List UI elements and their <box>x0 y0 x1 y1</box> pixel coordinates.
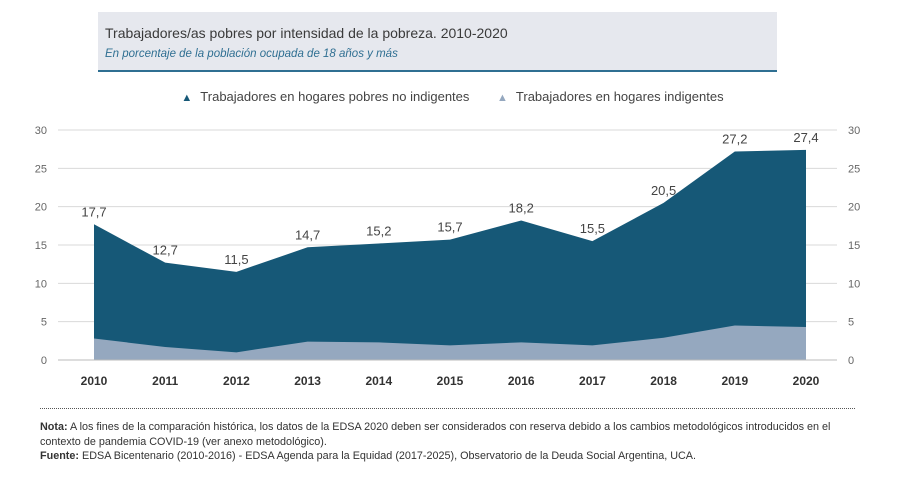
data-label: 12,7 <box>153 243 178 258</box>
source-text: EDSA Bicentenario (2010-2016) - EDSA Age… <box>79 450 696 462</box>
note-paragraph: Nota: A los fines de la comparación hist… <box>40 420 865 449</box>
x-tick-label: 2016 <box>508 374 535 388</box>
area-series-pobres-no-indigentes <box>94 149 806 360</box>
chart-subtitle: En porcentaje de la población ocupada de… <box>105 48 398 60</box>
legend-marker-series-1-icon: ▲ <box>181 92 193 104</box>
chart-title-box: Trabajadores/as pobres por intensidad de… <box>98 12 777 72</box>
y-tick-label-left: 25 <box>35 163 47 175</box>
legend-marker-series-2-icon: ▲ <box>497 92 508 104</box>
x-tick-label: 2019 <box>721 374 748 388</box>
x-tick-label: 2014 <box>365 374 392 388</box>
chart-title: Trabajadores/as pobres por intensidad de… <box>105 25 508 41</box>
data-label: 27,2 <box>722 131 747 146</box>
data-label: 27,4 <box>793 130 818 145</box>
data-label: 11,5 <box>224 252 248 267</box>
y-tick-label-right: 20 <box>848 202 860 214</box>
notes-divider <box>40 408 855 409</box>
legend-item-series-1: ▲ Trabajadores en hogares pobres no indig… <box>181 89 469 104</box>
y-tick-label-right: 15 <box>848 240 860 252</box>
chart-notes: Nota: A los fines de la comparación hist… <box>40 420 865 464</box>
y-tick-label-right: 30 <box>848 125 860 137</box>
y-tick-label-left: 20 <box>35 202 47 214</box>
y-tick-label-left: 5 <box>41 317 47 329</box>
source-paragraph: Fuente: EDSA Bicentenario (2010-2016) - … <box>40 449 865 464</box>
note-text: A los fines de la comparación histórica,… <box>40 421 831 448</box>
x-tick-label: 2017 <box>579 374 606 388</box>
x-tick-label: 2010 <box>81 374 108 388</box>
area-series-indigentes <box>94 325 806 360</box>
y-tick-label-left: 10 <box>35 278 47 290</box>
data-label: 18,2 <box>509 200 534 215</box>
data-label: 15,7 <box>437 220 462 235</box>
data-label: 15,2 <box>366 223 391 238</box>
data-label: 20,5 <box>651 183 676 198</box>
x-tick-label: 2013 <box>294 374 321 388</box>
chart-legend: ▲ Trabajadores en hogares pobres no indig… <box>0 89 905 104</box>
data-label: 17,7 <box>81 204 106 219</box>
data-label: 14,7 <box>295 227 320 242</box>
x-tick-label: 2011 <box>152 374 178 388</box>
y-tick-label-right: 0 <box>848 355 854 367</box>
x-tick-label: 2015 <box>437 374 464 388</box>
x-tick-label: 2020 <box>793 374 820 388</box>
y-tick-label-right: 25 <box>848 163 860 175</box>
note-label: Nota: <box>40 421 68 433</box>
y-tick-label-right: 10 <box>848 278 860 290</box>
legend-label-series-2: Trabajadores en hogares indigentes <box>515 89 724 104</box>
y-tick-label-left: 0 <box>41 355 47 367</box>
x-tick-label: 2018 <box>650 374 677 388</box>
legend-label-series-1: Trabajadores en hogares pobres no indige… <box>200 89 470 104</box>
y-tick-label-right: 5 <box>848 317 854 329</box>
y-tick-label-left: 15 <box>35 240 47 252</box>
source-label: Fuente: <box>40 450 79 462</box>
x-tick-label: 2012 <box>223 374 250 388</box>
y-tick-label-left: 30 <box>35 125 47 137</box>
legend-item-series-2: ▲ Trabajadores en hogares indigentes <box>497 89 724 104</box>
data-label: 15,5 <box>580 221 605 236</box>
